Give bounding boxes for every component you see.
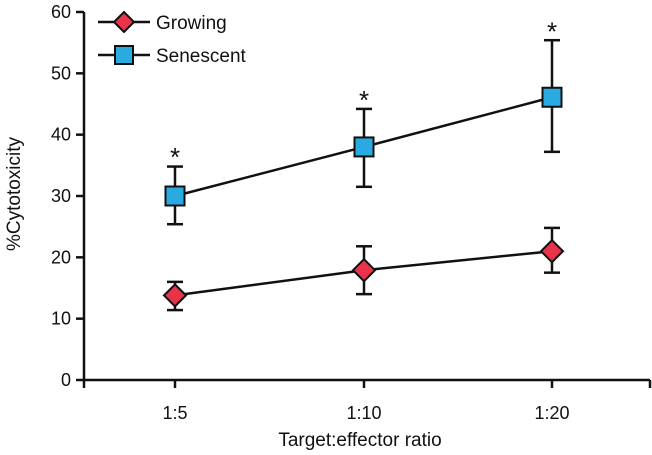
data-point-square <box>541 86 563 108</box>
y-tick-label: 30 <box>51 186 71 206</box>
y-tick-label: 0 <box>61 370 71 390</box>
y-tick-label: 40 <box>51 125 71 145</box>
legend-entry-growing: Growing <box>98 10 227 34</box>
significance-star: * <box>170 142 180 172</box>
significance-star: * <box>547 16 557 46</box>
y-tick-label: 60 <box>51 2 71 22</box>
x-tick-label: 1:10 <box>346 403 381 423</box>
significance-star: * <box>359 85 369 115</box>
y-axis-label: %Cytotoxicity <box>4 136 25 251</box>
data-point-square <box>164 185 186 207</box>
data-point-diamond <box>162 282 188 308</box>
legend-label-growing: Growing <box>156 13 227 34</box>
series-senescent <box>164 38 563 226</box>
legend-marker-square <box>114 45 134 65</box>
y-tick-label: 20 <box>51 247 71 267</box>
legend-marker-diamond <box>112 10 136 34</box>
legend-entry-senescent: Senescent <box>98 45 247 67</box>
legend-label-senescent: Senescent <box>156 46 247 67</box>
legend: Growing Senescent <box>98 10 247 67</box>
y-tick-label: 50 <box>51 63 71 83</box>
x-axis-label: Target:effector ratio <box>278 430 441 451</box>
axes: 0 10 20 30 40 50 60 1:5 1:10 1:20 <box>51 2 652 423</box>
y-tick-label: 10 <box>51 309 71 329</box>
x-tick-label: 1:5 <box>162 403 187 423</box>
annotation-layer: * * * <box>170 16 557 172</box>
data-point-square <box>353 136 375 158</box>
data-point-diamond <box>351 257 377 283</box>
series-layer <box>162 38 565 312</box>
series-growing <box>162 226 565 312</box>
x-tick-label: 1:20 <box>534 403 569 423</box>
data-point-diamond <box>539 238 565 264</box>
